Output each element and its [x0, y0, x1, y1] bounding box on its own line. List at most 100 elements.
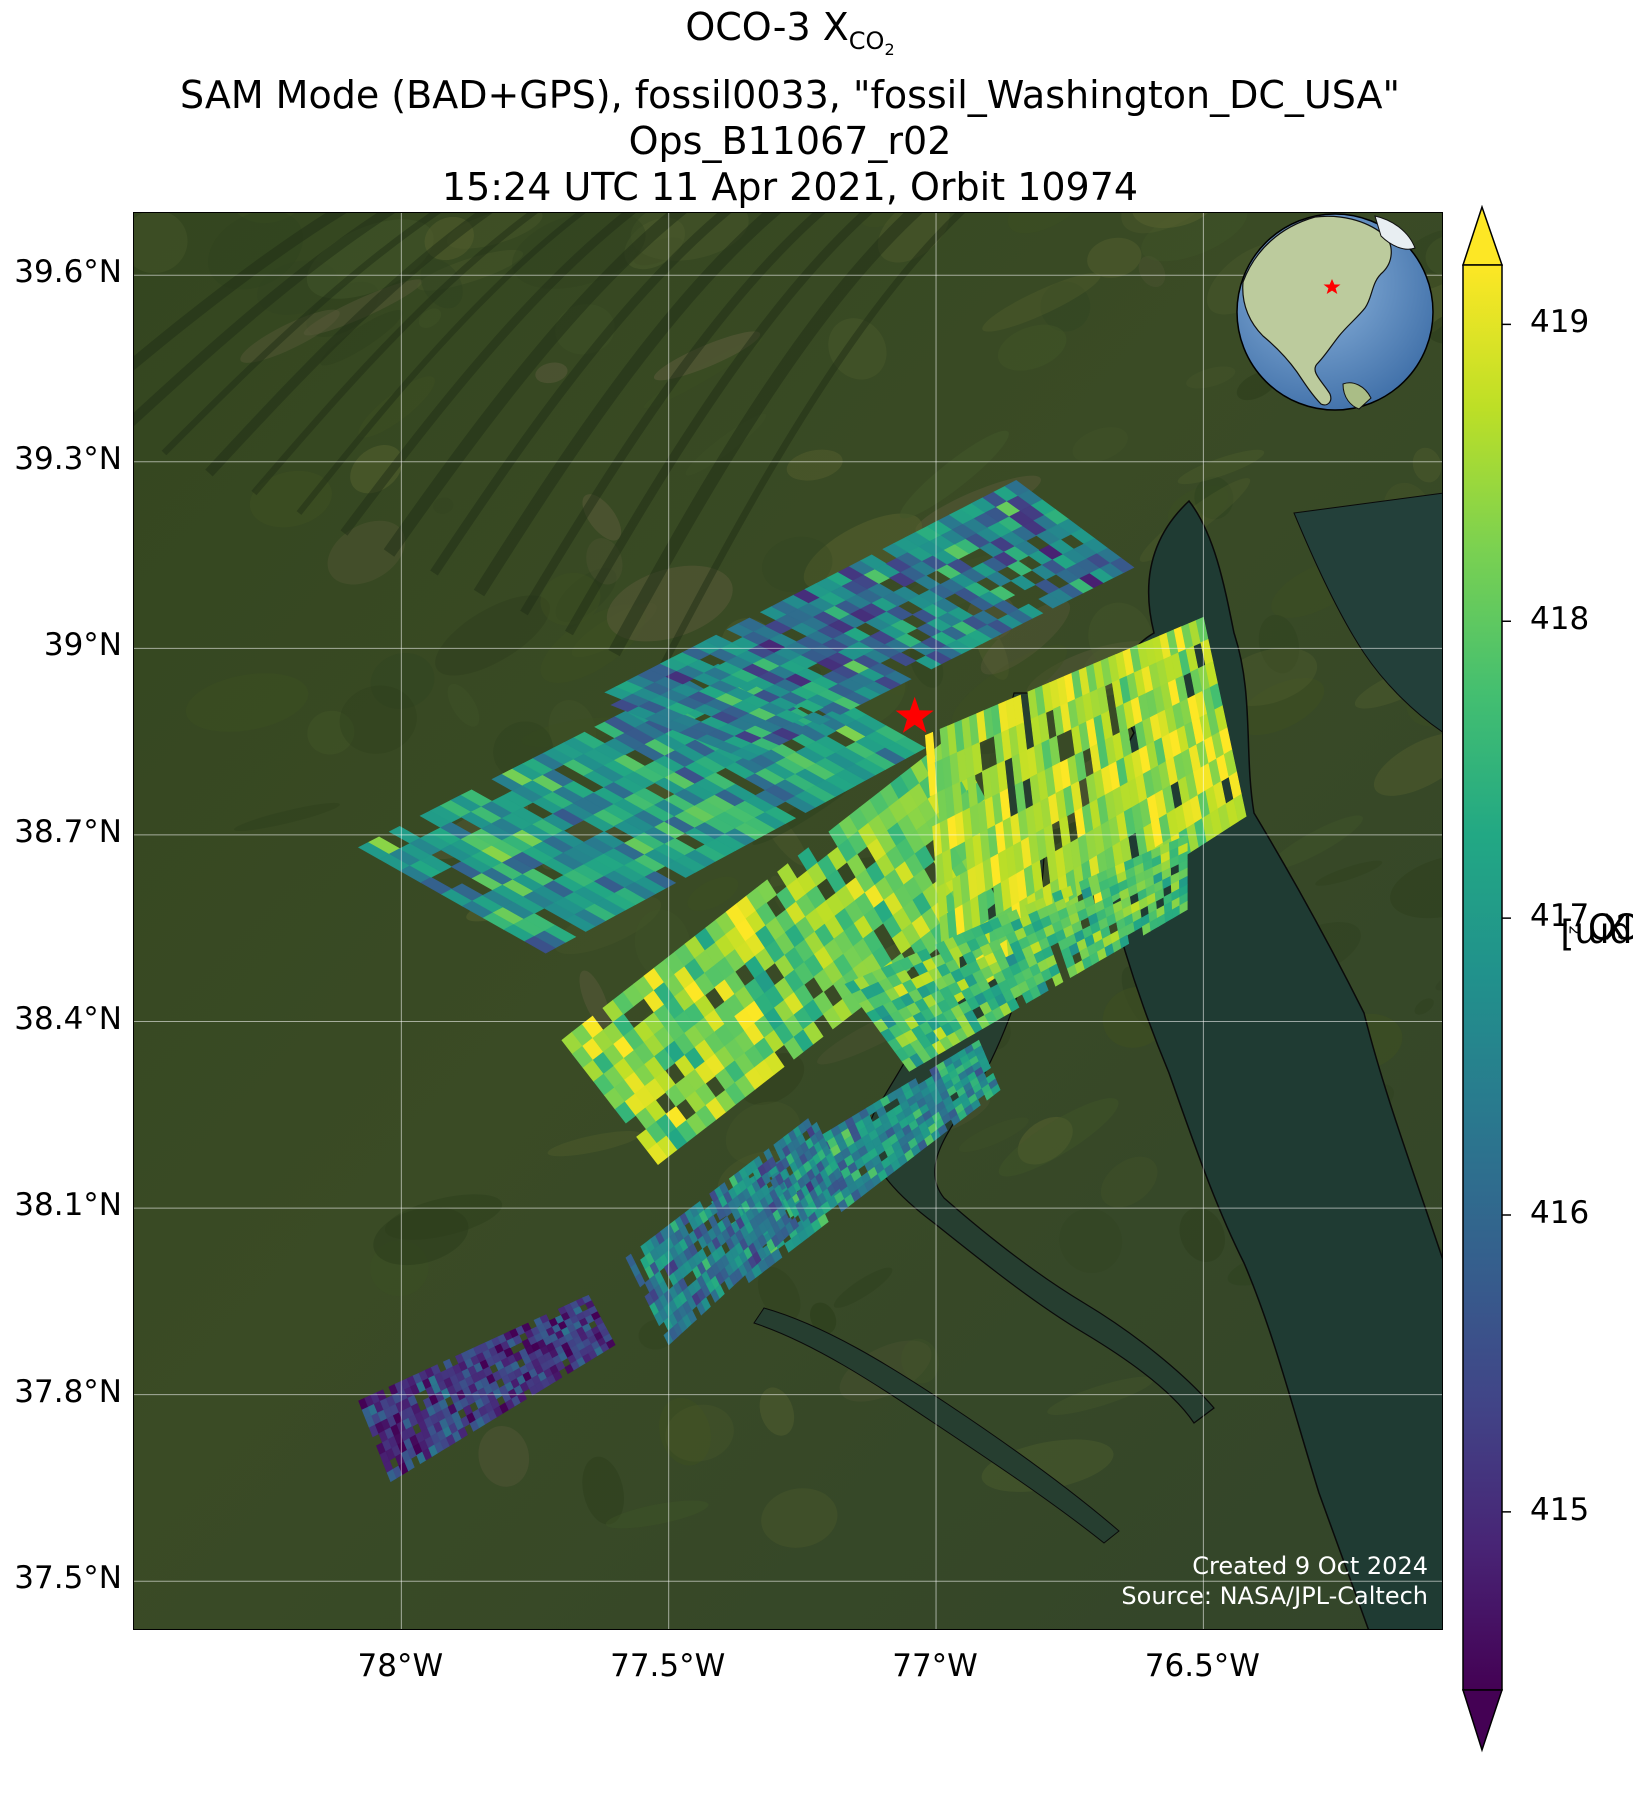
xco2-footprint	[457, 1426, 468, 1439]
colorbar-extend-max	[1462, 205, 1504, 266]
ridge-line	[134, 213, 395, 427]
terrain-patch	[535, 362, 568, 384]
terrain-patch	[1194, 476, 1234, 520]
terrain-patch	[828, 318, 887, 380]
xco2-footprint	[802, 711, 831, 726]
xco2-swath-layer	[357, 480, 1247, 1483]
ridge-line	[655, 213, 966, 675]
colorbar-tick-label: 418	[1530, 601, 1590, 638]
terrain-patch	[1072, 427, 1128, 463]
terrain-patch	[759, 1387, 795, 1436]
terrain-patch	[659, 1397, 711, 1466]
colorbar-tick-label: 415	[1530, 1491, 1590, 1528]
terrain-patch	[350, 444, 403, 494]
xco2-swath	[625, 1118, 842, 1346]
terrain-patch	[1121, 213, 1225, 234]
xco2-footprint	[1006, 997, 1020, 1013]
lon-tick-label: 78°W	[357, 1648, 444, 1684]
globe-greenland	[1374, 215, 1416, 250]
xco2-footprint	[831, 1179, 841, 1193]
terrain-patch	[1373, 732, 1442, 796]
title-line-4: 15:24 UTC 11 Apr 2021, Orbit 10974	[441, 165, 1139, 210]
terrain-patch	[1315, 860, 1383, 886]
terrain-patch	[370, 653, 435, 710]
xco2-footprint	[1179, 900, 1188, 915]
figure-title: OCO-3 XCO2 SAM Mode (BAD+GPS), fossil003…	[0, 4, 1580, 210]
lat-tick-label: 38.1°N	[14, 1187, 122, 1224]
colorbar-tick-label: 416	[1530, 1195, 1590, 1231]
xco2-footprint	[1119, 934, 1130, 949]
xco2-footprint	[605, 1338, 616, 1349]
terrain-patch	[339, 685, 417, 754]
lat-tick-label: 39.6°N	[14, 254, 122, 291]
terrain-patch	[762, 536, 833, 593]
lat-tick-label: 38.7°N	[14, 813, 122, 850]
xco2-footprint	[884, 670, 912, 685]
terrain-patch	[435, 595, 550, 676]
colorbar-tick-label: 419	[1530, 304, 1590, 341]
terrain-patch	[1179, 1207, 1226, 1262]
xco2-footprint	[937, 1123, 948, 1137]
xco2-footprint	[715, 1284, 725, 1299]
ridge-line	[383, 213, 687, 557]
xco2-footprint	[782, 722, 811, 736]
terrain-patch	[1138, 255, 1166, 288]
ridge-line	[473, 213, 782, 597]
terrain-patch	[320, 310, 403, 366]
ridge-line	[565, 213, 873, 636]
terrain-patch	[554, 896, 662, 955]
terrain-patch	[899, 430, 1009, 519]
terrain-patch	[1425, 235, 1442, 276]
terrain-patch	[761, 1488, 838, 1548]
xco2-footprint	[1051, 972, 1064, 987]
xco2-footprint	[1110, 557, 1135, 573]
terrain-patch	[418, 308, 442, 329]
ridge-line	[296, 213, 586, 515]
terrain-patch	[1412, 447, 1442, 483]
terrain-patch	[447, 683, 480, 727]
terrain-patch	[606, 565, 733, 642]
target-star	[895, 696, 934, 733]
terrain-patch	[1017, 1116, 1073, 1165]
credits-created: Created 9 Oct 2024	[1192, 1552, 1428, 1580]
terrain-patch	[417, 249, 524, 291]
xco2-swath	[844, 834, 1188, 1072]
terrain-patch	[1131, 213, 1219, 229]
xco2-footprint	[771, 1248, 783, 1263]
xco2-footprint	[817, 1213, 829, 1228]
terrain-patch	[1087, 237, 1142, 278]
xco2-swath	[358, 1294, 616, 1483]
eastern-shore-water	[1293, 492, 1442, 733]
lat-tick-label: 37.8°N	[14, 1373, 122, 1410]
xco2-footprint	[764, 806, 797, 824]
terrain-patch	[757, 1266, 801, 1322]
terrain-patch	[327, 520, 406, 585]
terrain-patch	[833, 1267, 893, 1308]
credits: Created 9 Oct 2024 Source: NASA/JPL-Calt…	[1121, 1551, 1428, 1611]
lon-tick-label: 76.5°W	[1144, 1648, 1260, 1684]
terrain-patch	[433, 497, 454, 514]
terrain-patch	[901, 1338, 940, 1384]
ridge-line	[520, 213, 826, 616]
xco2-footprint	[832, 1167, 842, 1181]
terrain-patch	[249, 470, 332, 528]
xco2-footprint	[895, 736, 926, 754]
terrain-patch	[665, 1404, 734, 1462]
ridge-line	[340, 213, 636, 536]
colorbar-tick-label: 417	[1530, 898, 1590, 935]
terrain-patch	[1269, 815, 1364, 870]
terrain-patch	[998, 1098, 1119, 1177]
terrain-patch	[687, 876, 739, 911]
xco2-footprint	[404, 1458, 415, 1472]
terrain-patch	[134, 213, 188, 274]
xco2-footprint	[644, 871, 677, 889]
xco2-footprint	[1036, 980, 1049, 996]
lat-tick-label: 39.3°N	[14, 440, 122, 477]
gridlines	[134, 213, 1442, 1629]
terrain-patch	[234, 802, 340, 832]
terrain-patch	[446, 213, 543, 249]
terrain-patch	[307, 710, 355, 755]
colorbar-body	[1462, 264, 1503, 1691]
terrain-patch	[1414, 998, 1434, 1015]
xco2-footprint	[803, 1021, 824, 1045]
